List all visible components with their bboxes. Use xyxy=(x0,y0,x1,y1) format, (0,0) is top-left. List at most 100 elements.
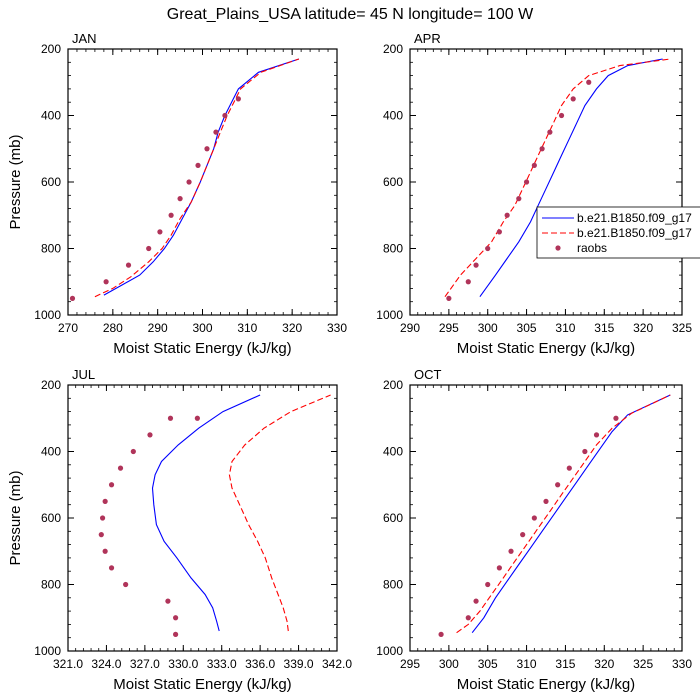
y-tick-label: 800 xyxy=(41,578,61,592)
x-tick-label: 330 xyxy=(327,321,347,335)
raobs-point xyxy=(146,245,152,252)
x-tick-label: 305 xyxy=(517,321,537,335)
raobs-point xyxy=(157,229,163,235)
raobs-point xyxy=(130,448,136,455)
model-solid-line xyxy=(151,394,261,632)
y-tick-label: 400 xyxy=(383,445,403,459)
series-group xyxy=(69,58,300,301)
raobs-point xyxy=(102,498,108,504)
raobs-point xyxy=(496,565,502,571)
x-tick-label: 270 xyxy=(58,321,78,335)
raobs-point xyxy=(168,212,174,218)
x-tick-label: 324.0 xyxy=(91,657,121,671)
raobs-point xyxy=(520,532,526,538)
raobs-point xyxy=(558,112,565,119)
y-tick-label: 600 xyxy=(41,175,61,189)
x-tick-label: 320 xyxy=(594,657,614,671)
series-group xyxy=(444,58,671,301)
plot-frame xyxy=(409,48,683,316)
raobs-point xyxy=(555,482,561,488)
x-tick-label: 315 xyxy=(555,657,575,671)
model-dashed-line xyxy=(228,394,331,632)
panels: JAN 270 280 290 300 310 320 330 200 400 600 800 1000… xyxy=(7,31,692,693)
raobs-point xyxy=(173,631,179,637)
y-tick-label: 1000 xyxy=(34,308,61,322)
raobs-point xyxy=(204,146,210,152)
raobs-point xyxy=(147,432,153,438)
x-tick-label: 305 xyxy=(478,657,498,671)
raobs-point xyxy=(539,146,545,152)
x-tick-label: 333.0 xyxy=(207,657,237,671)
raobs-point xyxy=(547,129,553,135)
raobs-point xyxy=(523,179,530,185)
panel-title: OCT xyxy=(414,367,442,382)
figure-title: Great_Plains_USA latitude= 45 N longitud… xyxy=(167,6,534,23)
legend: b.e21.B1850.f09_g17b.e21.B1850.f09_g17ra… xyxy=(536,206,700,259)
x-tick-label: 330.0 xyxy=(168,657,198,671)
y-tick-label: 600 xyxy=(41,511,61,525)
raobs-point xyxy=(186,179,192,185)
series-group xyxy=(98,394,331,637)
raobs-point xyxy=(473,598,479,604)
raobs-point xyxy=(117,465,124,471)
legend-label: b.e21.B1850.f09_g17 xyxy=(577,211,692,225)
panel-title: JAN xyxy=(72,31,97,46)
raobs-point xyxy=(98,532,104,538)
raobs-point xyxy=(504,212,510,218)
raobs-point xyxy=(213,129,219,135)
y-tick-label: 400 xyxy=(41,109,61,123)
raobs-point xyxy=(531,515,537,521)
y-tick-label: 800 xyxy=(383,242,403,256)
raobs-point xyxy=(446,295,452,301)
x-tick-label: 280 xyxy=(103,321,123,335)
raobs-point xyxy=(473,262,479,268)
y-axis-label: Pressure (mb) xyxy=(7,470,24,565)
x-tick-label: 330 xyxy=(672,657,692,671)
x-tick-label: 342.0 xyxy=(322,657,352,671)
x-tick-label: 290 xyxy=(400,321,420,335)
y-tick-label: 200 xyxy=(41,42,61,56)
raobs-point xyxy=(167,415,174,421)
raobs-point xyxy=(508,548,514,554)
model-solid-line xyxy=(479,58,663,298)
x-tick-label: 315 xyxy=(594,321,614,335)
raobs-point xyxy=(543,498,549,504)
y-tick-label: 1000 xyxy=(376,308,403,322)
raobs-point xyxy=(593,432,600,438)
x-tick-label: 300 xyxy=(478,321,498,335)
y-tick-label: 400 xyxy=(41,445,61,459)
y-tick-label: 200 xyxy=(41,378,61,392)
raobs-point xyxy=(103,279,109,285)
y-tick-label: 600 xyxy=(383,511,403,525)
panel-oct: OCT 295 300 305 310 315 320 325 330 200 400 600 800 1… xyxy=(376,367,692,693)
raobs-point xyxy=(69,295,76,301)
model-dashed-line xyxy=(94,58,300,298)
y-tick-label: 400 xyxy=(383,109,403,123)
y-tick-label: 1000 xyxy=(34,644,61,658)
x-tick-label: 325 xyxy=(672,321,692,335)
raobs-point xyxy=(102,548,108,554)
raobs-point xyxy=(165,598,171,604)
panel-title: JUL xyxy=(72,367,95,382)
y-tick-label: 200 xyxy=(383,42,403,56)
series-group xyxy=(438,394,671,637)
panel-apr: APR 290 295 300 305 310 315 320 325 200 400 600 800 1… xyxy=(376,31,692,357)
raobs-point xyxy=(586,79,592,85)
x-axis-label: Moist Static Energy (kJ/kg) xyxy=(457,676,635,693)
y-tick-label: 800 xyxy=(41,242,61,256)
panel-jan: JAN 270 280 290 300 310 320 330 200 400 600 800 1000… xyxy=(7,31,347,357)
model-dashed-line xyxy=(456,394,671,634)
raobs-point xyxy=(516,196,522,202)
model-dashed-line xyxy=(444,58,671,298)
raobs-point xyxy=(485,581,491,588)
x-tick-label: 300 xyxy=(192,321,212,335)
raobs-point xyxy=(570,96,576,102)
raobs-point xyxy=(465,279,471,285)
x-tick-label: 321.0 xyxy=(53,657,83,671)
raobs-point xyxy=(108,565,115,571)
raobs-point xyxy=(108,482,115,488)
plot-frame xyxy=(67,48,338,316)
y-axis-label: Pressure (mb) xyxy=(7,134,24,229)
x-tick-label: 325 xyxy=(633,657,653,671)
